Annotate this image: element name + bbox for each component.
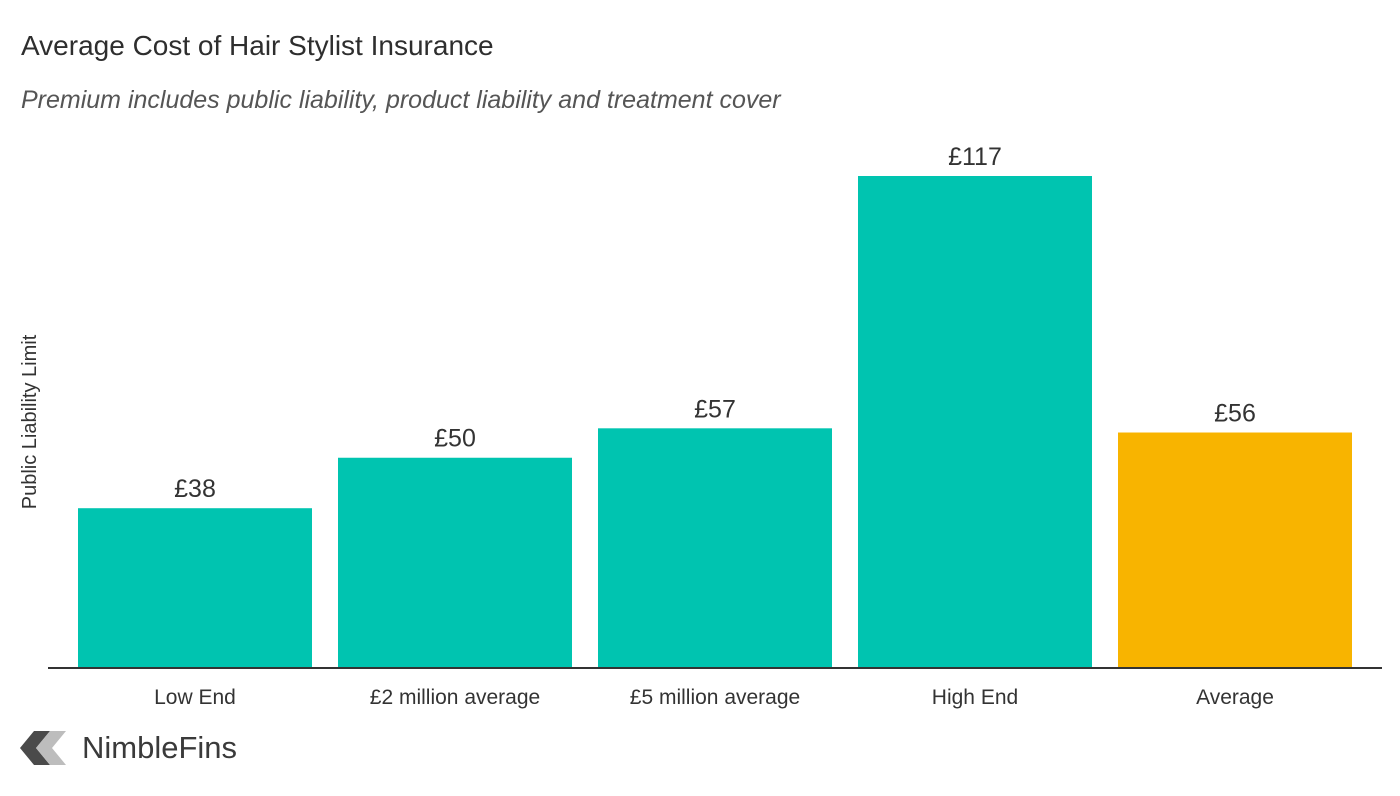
bar-value-label: £50 [434, 425, 476, 453]
bar-average [1118, 432, 1352, 668]
brand-logo: NimbleFins [20, 727, 237, 769]
bar-high-end [858, 176, 1092, 668]
bar-value-label: £38 [174, 475, 216, 503]
bar-5-million-average [598, 428, 832, 668]
chart-title: Average Cost of Hair Stylist Insurance [21, 30, 494, 61]
bar-value-label: £56 [1214, 400, 1256, 428]
x-tick-label: £2 million average [370, 686, 540, 709]
y-axis-label: Public Liability Limit [19, 334, 41, 509]
bar-low-end [78, 508, 312, 668]
x-tick-label: High End [932, 686, 1018, 709]
x-tick-label: Average [1196, 686, 1274, 709]
chart-subtitle: Premium includes public liability, produ… [21, 86, 781, 114]
bar-2-million-average [338, 457, 572, 668]
x-tick-label: £5 million average [630, 686, 800, 709]
brand-name: NimbleFins [82, 730, 238, 765]
nimblefins-chevron-logo-icon [20, 731, 66, 765]
bar-value-label: £57 [694, 395, 736, 423]
x-tick-label: Low End [154, 686, 236, 709]
bar-value-label: £117 [948, 143, 1002, 171]
